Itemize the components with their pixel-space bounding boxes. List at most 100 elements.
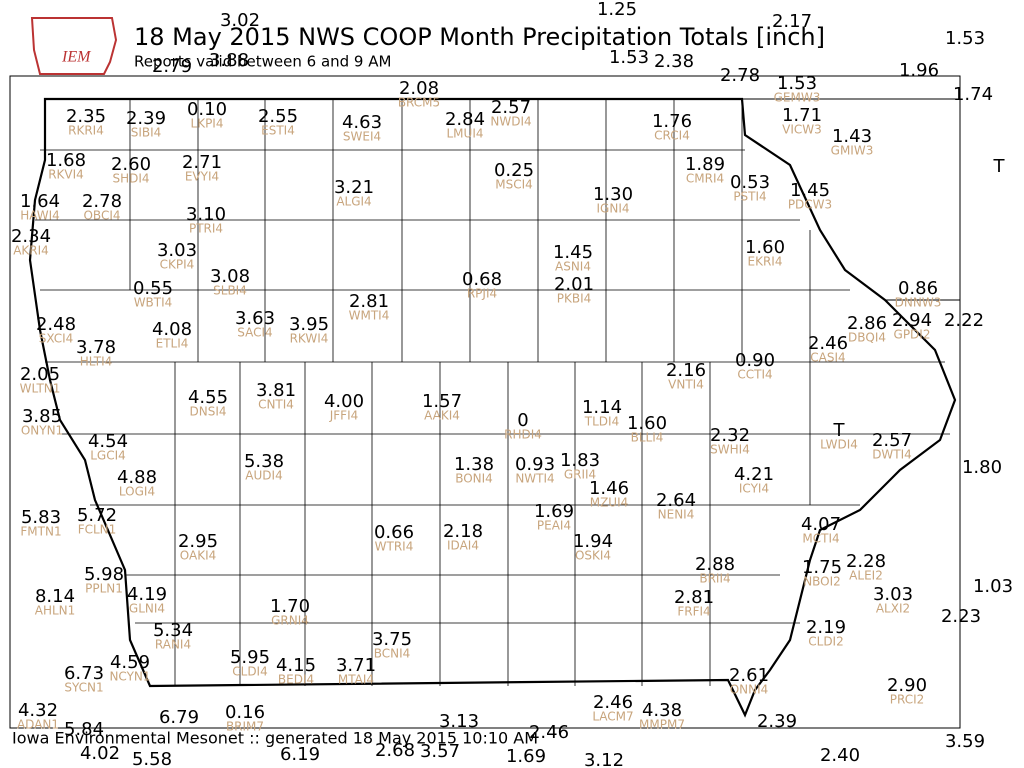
station-id: MSCI4 — [495, 178, 533, 192]
station-id: WLTN1 — [20, 382, 61, 396]
station-id: HLTI4 — [80, 355, 113, 369]
station-id: TLDI4 — [584, 415, 619, 429]
station-id: LOGI4 — [119, 485, 155, 499]
station-value: 4.07 — [801, 514, 841, 535]
station-value: 3.12 — [584, 750, 624, 768]
station-value: 4.88 — [117, 467, 157, 488]
station-value: 4.32 — [18, 700, 58, 721]
station-id: IGNI4 — [597, 202, 630, 216]
station-value: 0.86 — [898, 278, 938, 299]
station-value: 5.34 — [153, 620, 193, 641]
station-value: 2.46 — [593, 692, 633, 713]
station-value: 2.78 — [720, 65, 760, 86]
station-id: RHDI4 — [504, 428, 542, 442]
station-id: RPJI4 — [467, 287, 497, 301]
station-id: ONYN1 — [21, 424, 63, 438]
station-value: 4.08 — [152, 319, 192, 340]
station-value: 2.68 — [375, 740, 415, 761]
station-value: 1.80 — [962, 457, 1002, 478]
station-value: 1.71 — [782, 105, 822, 126]
station-id: NENI4 — [658, 508, 695, 522]
station-value: 3.03 — [157, 240, 197, 261]
station-id: WMTI4 — [349, 309, 390, 323]
iowa-outline — [28, 97, 957, 718]
station-value: T — [993, 156, 1006, 177]
station-value: 4.59 — [110, 652, 150, 673]
station-id: CMRI4 — [686, 172, 724, 186]
station-id: RANI4 — [155, 638, 191, 652]
station-id: ICYI4 — [739, 482, 769, 496]
station-value: 5.72 — [77, 505, 117, 526]
station-value: 1.53 — [777, 73, 817, 94]
station-value: 4.38 — [642, 700, 682, 721]
station-value: 1.74 — [953, 84, 993, 105]
station-value: 3.02 — [220, 10, 260, 31]
station-id: AKRI4 — [13, 244, 49, 258]
station-value: 4.63 — [342, 112, 382, 133]
station-value: 2.16 — [666, 360, 706, 381]
station-value: 0.25 — [494, 160, 534, 181]
station-value: 2.88 — [695, 554, 735, 575]
station-id: VICW3 — [782, 123, 822, 137]
station-value: 1.43 — [832, 126, 872, 147]
station-id: JFFI4 — [329, 409, 359, 423]
station-value: 1.75 — [802, 557, 842, 578]
station-id: IDAI4 — [447, 539, 479, 553]
station-value: 2.22 — [944, 310, 984, 331]
station-value: 2.81 — [674, 587, 714, 608]
station-id: SACI4 — [237, 326, 272, 340]
station-value: 1.45 — [553, 242, 593, 263]
station-value: 2.94 — [892, 310, 932, 331]
station-value: 2.34 — [11, 226, 51, 247]
station-id: AAKI4 — [424, 409, 460, 423]
station-value: 0.55 — [133, 278, 173, 299]
station-id: MCTI4 — [802, 532, 839, 546]
station-id: RKRI4 — [68, 124, 104, 138]
station-value: 2.78 — [82, 191, 122, 212]
station-value: 3.03 — [873, 584, 913, 605]
station-id: SWEI4 — [343, 130, 381, 144]
station-value: 2.05 — [20, 364, 60, 385]
station-id: LKPI4 — [191, 117, 224, 131]
station-id: RKVI4 — [48, 168, 84, 182]
station-value: 2.61 — [729, 665, 769, 686]
station-value: 1.89 — [685, 154, 725, 175]
station-value: 1.38 — [454, 454, 494, 475]
station-value: 2.84 — [445, 109, 485, 130]
station-value: 5.38 — [244, 451, 284, 472]
station-value: 4.19 — [127, 584, 167, 605]
station-value: 1.68 — [46, 150, 86, 171]
station-value: 3.78 — [76, 337, 116, 358]
station-value: 0.90 — [735, 350, 775, 371]
station-value: 2.64 — [656, 490, 696, 511]
station-value: 2.08 — [399, 78, 439, 99]
station-value: 6.79 — [159, 707, 199, 728]
station-value: 3.71 — [336, 655, 376, 676]
station-id: MTAI4 — [338, 673, 374, 687]
station-value: 5.84 — [64, 719, 104, 740]
station-value: 3.10 — [186, 204, 226, 225]
station-id: NCYN1 — [109, 670, 150, 684]
station-value: 2.38 — [654, 51, 694, 72]
station-value: 2.17 — [772, 11, 812, 32]
station-id: DNNW3 — [895, 296, 942, 310]
station-id: SWHI4 — [710, 443, 750, 457]
station-id: CKPI4 — [160, 258, 195, 272]
station-id: PRCI2 — [890, 693, 925, 707]
station-id: DNSI4 — [189, 405, 226, 419]
station-value: 0.16 — [225, 702, 265, 723]
station-id: EKRI4 — [748, 255, 783, 269]
map-frame — [9, 75, 961, 729]
station-id: ALEI2 — [849, 569, 883, 583]
station-id: ETLI4 — [156, 337, 189, 351]
station-value: 1.45 — [790, 180, 830, 201]
station-id: CNTI4 — [258, 398, 294, 412]
station-value: 6.19 — [280, 744, 320, 765]
station-id: BRII4 — [699, 572, 730, 586]
logo-text: IEM — [61, 49, 92, 66]
station-value: 2.57 — [491, 97, 531, 118]
station-value: 4.21 — [734, 464, 774, 485]
logo-shape — [30, 17, 118, 75]
station-id: MMPM7 — [639, 718, 685, 732]
station-value: 1.30 — [593, 184, 633, 205]
